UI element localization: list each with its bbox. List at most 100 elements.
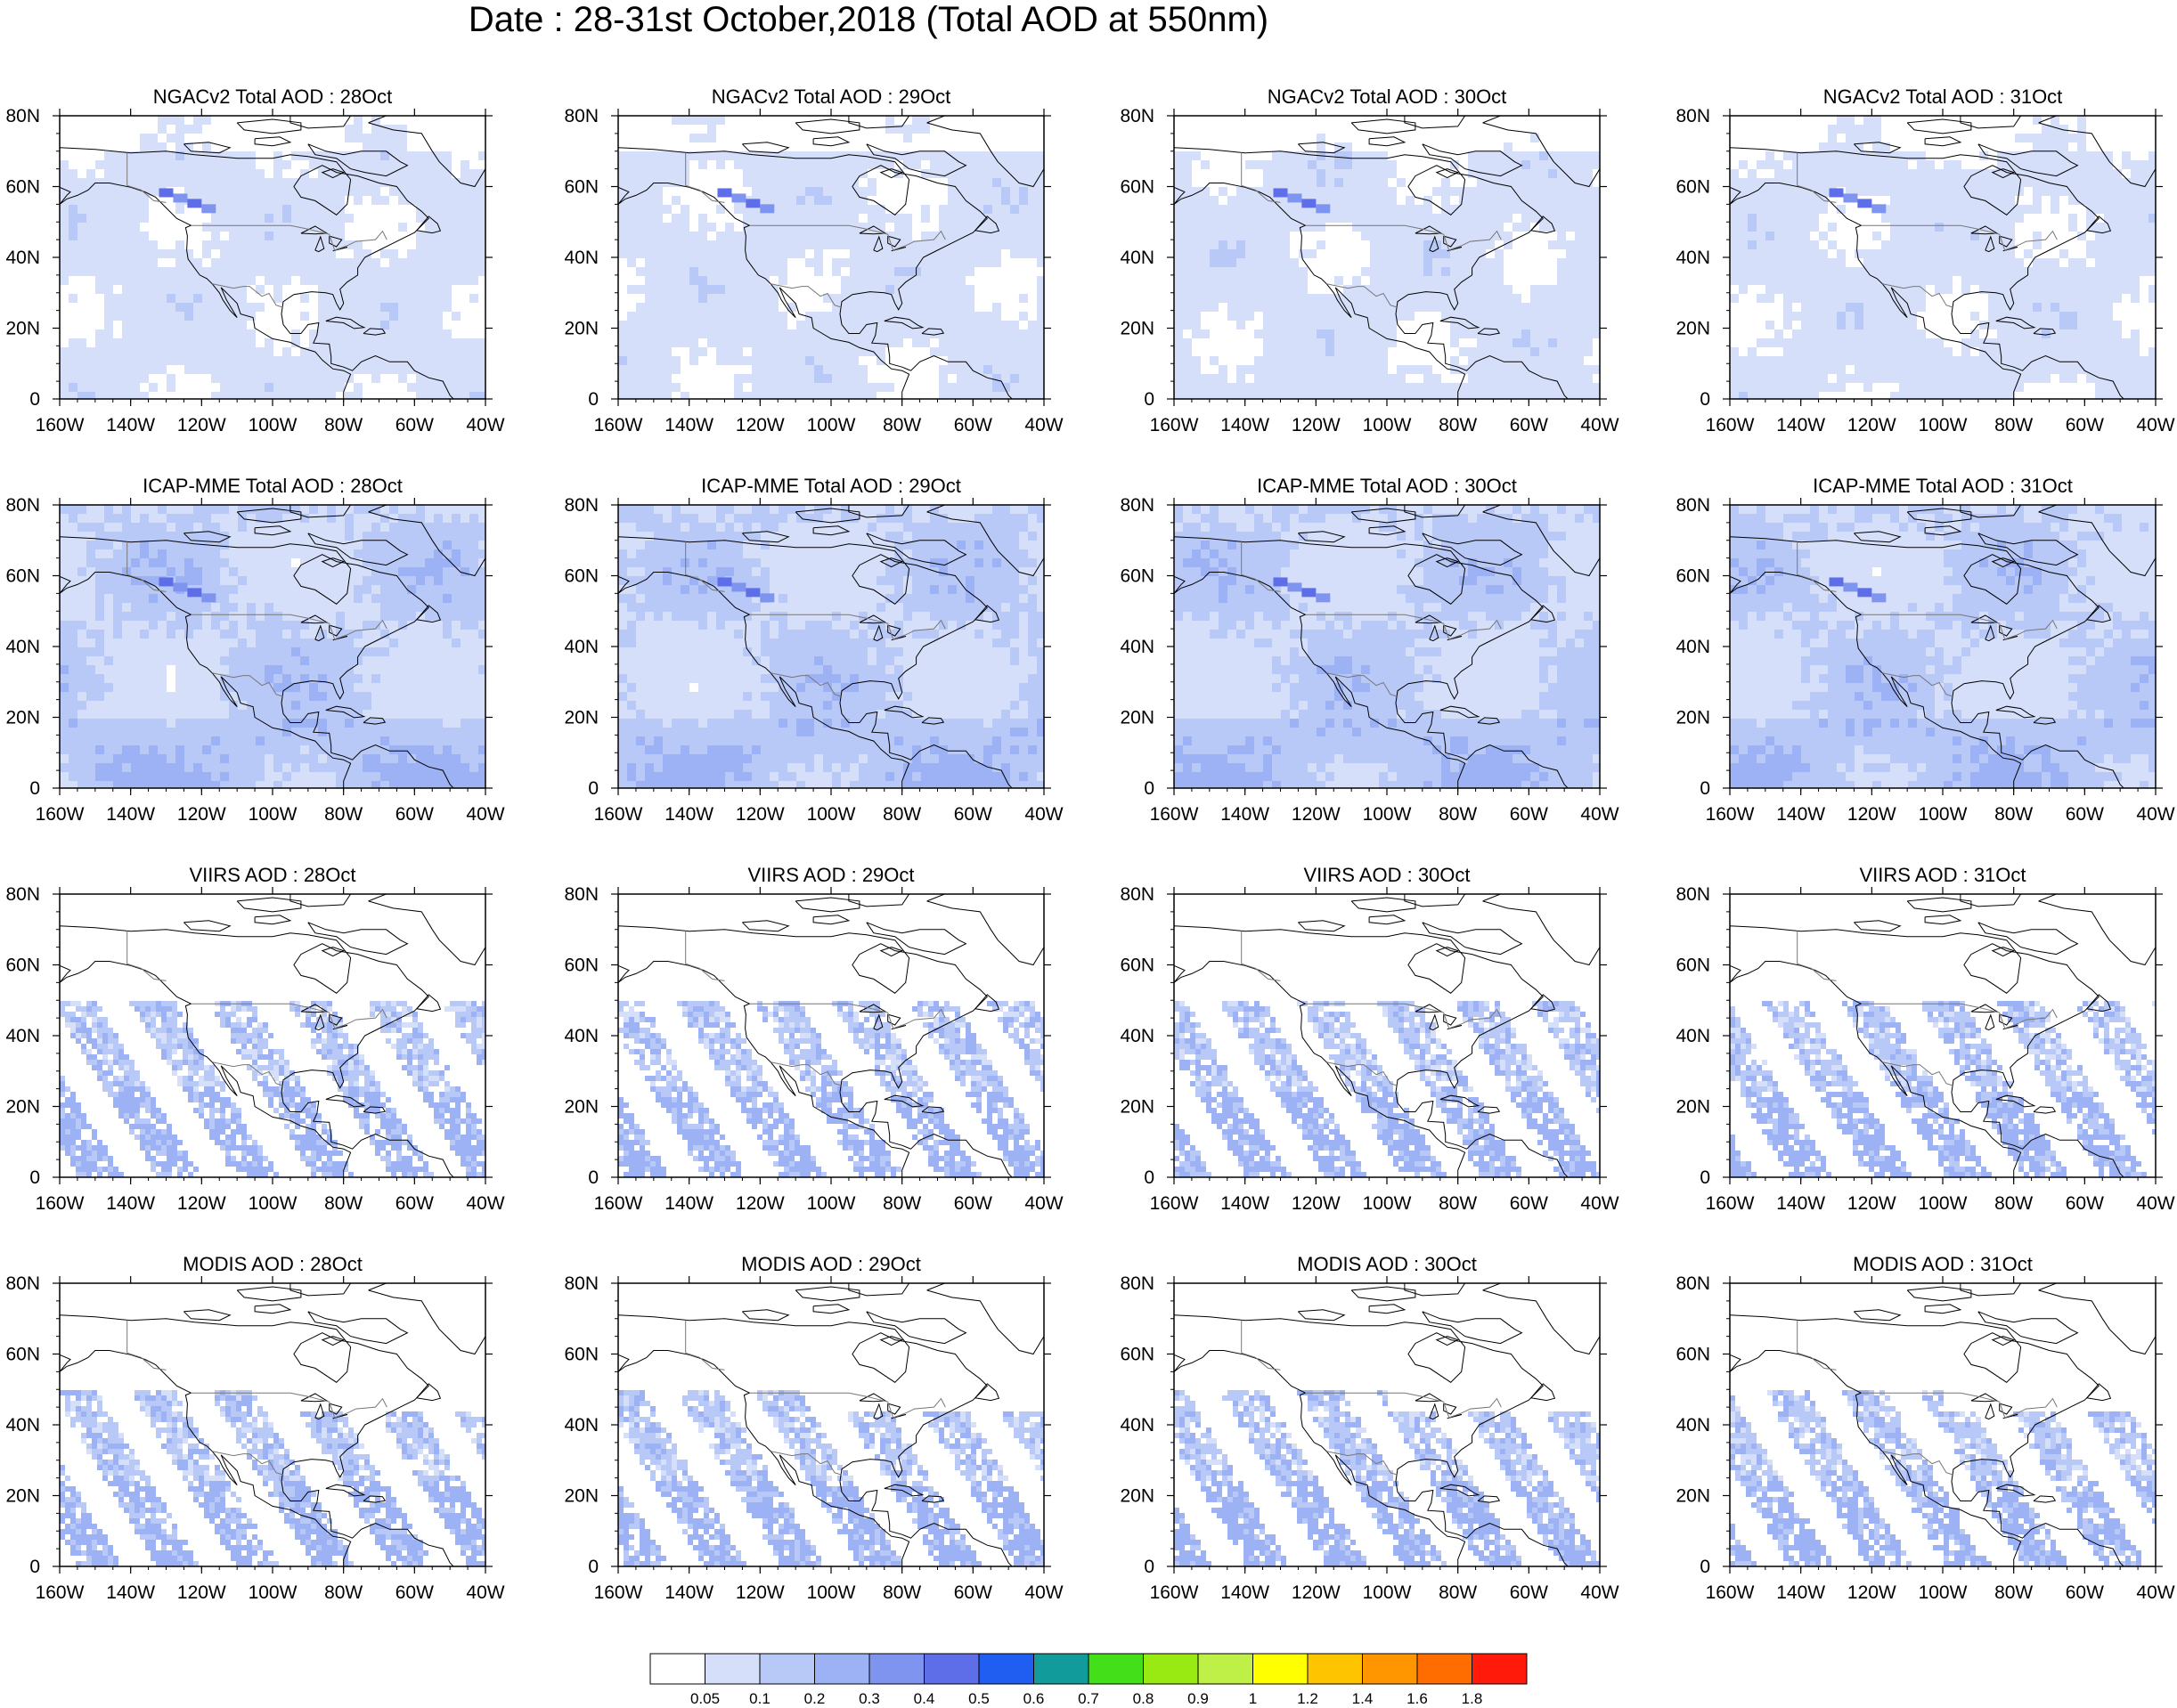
x-tick-label: 100W: [1363, 415, 1412, 435]
x-tick-label: 80W: [1439, 804, 1477, 825]
map-panel: MODIS AOD : 28Oct 160W 140W 120W 100W 80W 60W 4…: [0, 1253, 588, 1627]
map-panel: ICAP-MME Total AOD : 28Oct 160W 140W 120W 10…: [0, 475, 588, 849]
y-tick-label: 80N: [1676, 1273, 1710, 1294]
y-tick-label: 20N: [5, 1486, 40, 1507]
coastlines: [1174, 116, 1600, 399]
panel-title: ICAP-MME Total AOD : 29Oct: [600, 475, 1062, 498]
x-tick-label: 160W: [36, 1582, 85, 1603]
aod-field: [1730, 116, 2156, 399]
x-tick-label: 160W: [36, 804, 85, 825]
aod-field: [60, 505, 485, 788]
colorbar-label: 0.6: [1023, 1690, 1045, 1705]
map-panel: VIIRS AOD : 29Oct 160W 140W 120W 100W 80W 60W 4…: [559, 864, 1146, 1238]
x-tick-label: 100W: [1363, 1193, 1412, 1214]
colorbar-swatch: [1143, 1653, 1199, 1685]
y-tick-label: 60N: [564, 566, 599, 587]
x-tick-label: 80W: [324, 415, 363, 435]
y-tick-label: 80N: [564, 106, 599, 126]
y-tick-label: 40N: [1676, 1026, 1710, 1046]
y-tick-label: 20N: [1676, 708, 1710, 728]
x-tick-label: 140W: [106, 1582, 155, 1603]
x-tick-label: 160W: [594, 1193, 643, 1214]
x-tick-label: 160W: [36, 415, 85, 435]
y-tick-label: 60N: [1676, 566, 1710, 587]
y-tick-label: 0: [1144, 389, 1154, 410]
x-tick-label: 160W: [594, 1582, 643, 1603]
y-tick-label: 40N: [564, 1026, 599, 1046]
x-tick-label: 80W: [883, 804, 921, 825]
x-tick-label: 140W: [665, 1193, 713, 1214]
y-tick-label: 80N: [564, 1273, 599, 1294]
y-tick-label: 40N: [5, 637, 40, 657]
map-panel: MODIS AOD : 29Oct 160W 140W 120W 100W 80W 60W 4…: [559, 1253, 1146, 1627]
x-tick-label: 40W: [1580, 1582, 1618, 1603]
y-tick-label: 80N: [564, 884, 599, 905]
y-tick-label: 80N: [1120, 106, 1154, 126]
y-tick-label: 0: [29, 778, 40, 799]
aod-field: [618, 505, 1044, 788]
country-borders: [126, 152, 387, 308]
y-tick-label: 60N: [5, 956, 40, 976]
x-tick-label: 80W: [883, 1582, 921, 1603]
colorbar-swatch: [1088, 1653, 1144, 1685]
x-tick-label: 80W: [1994, 1193, 2033, 1214]
y-tick-label: 60N: [1120, 566, 1154, 587]
panel-title: VIIRS AOD : 31Oct: [1712, 864, 2173, 887]
colorbar-label: 0.3: [859, 1690, 880, 1705]
colorbar-swatch: [1252, 1653, 1309, 1685]
x-tick-label: 60W: [2066, 1582, 2104, 1603]
x-tick-label: 40W: [1024, 1193, 1063, 1214]
y-tick-label: 0: [1144, 1557, 1154, 1577]
x-tick-label: 100W: [807, 1193, 856, 1214]
x-tick-label: 100W: [807, 804, 856, 825]
x-tick-label: 160W: [1150, 1193, 1199, 1214]
coastlines: [1730, 505, 2156, 788]
x-tick-label: 100W: [807, 415, 856, 435]
x-tick-label: 80W: [883, 1193, 921, 1214]
colorbar-label: 1.4: [1352, 1690, 1374, 1705]
colorbar-swatch: [759, 1653, 815, 1685]
y-tick-label: 20N: [1120, 708, 1154, 728]
coastlines: [60, 505, 485, 788]
x-tick-label: 120W: [736, 1582, 785, 1603]
y-tick-label: 0: [1700, 1167, 1710, 1188]
x-tick-label: 60W: [954, 415, 992, 435]
map-plot: 160W 140W 120W 100W 80W 60W 40W 0 20N 40N 60N 80N: [564, 1273, 1063, 1603]
x-tick-label: 160W: [36, 1193, 85, 1214]
aod-field: [60, 1001, 485, 1177]
colorbar-label: 1.6: [1406, 1690, 1428, 1705]
x-tick-label: 60W: [1510, 804, 1548, 825]
colorbar-swatch: [1416, 1653, 1472, 1685]
y-tick-label: 20N: [5, 1097, 40, 1118]
country-borders: [685, 152, 946, 308]
panel-title: NGACv2 Total AOD : 28Oct: [42, 85, 503, 109]
y-tick-label: 60N: [1676, 956, 1710, 976]
country-borders: [126, 541, 387, 697]
x-tick-label: 40W: [2136, 1193, 2174, 1214]
x-tick-label: 80W: [324, 1193, 363, 1214]
panel-title: NGACv2 Total AOD : 29Oct: [600, 85, 1062, 109]
map-plot: 160W 140W 120W 100W 80W 60W 40W 0 20N 40N 60N 80N: [1120, 106, 1618, 435]
colorbar-label: 0.05: [690, 1690, 720, 1705]
y-tick-label: 20N: [564, 708, 599, 728]
y-tick-label: 0: [29, 389, 40, 410]
colorbar-label: 0.1: [749, 1690, 771, 1705]
x-tick-label: 100W: [1919, 415, 1968, 435]
x-tick-label: 60W: [395, 804, 434, 825]
map-plot: 160W 140W 120W 100W 80W 60W 40W 0 20N 40N 60N 80N: [564, 884, 1063, 1214]
x-tick-label: 120W: [177, 804, 226, 825]
panel-title: MODIS AOD : 28Oct: [42, 1253, 503, 1276]
colorbar-swatch: [1362, 1653, 1418, 1685]
figure-title: Date : 28-31st October,2018 (Total AOD a…: [0, 0, 1737, 39]
colorbar-label: 1: [1249, 1690, 1257, 1705]
x-tick-label: 60W: [2066, 804, 2104, 825]
y-tick-label: 0: [1700, 778, 1710, 799]
country-borders: [1797, 541, 2058, 697]
map-plot: 160W 140W 120W 100W 80W 60W 40W 0 20N 40N 60N 80N: [564, 495, 1063, 825]
x-tick-label: 160W: [1706, 804, 1755, 825]
coastlines: [1730, 116, 2156, 399]
x-tick-label: 100W: [1919, 1582, 1968, 1603]
coastlines: [618, 505, 1044, 788]
y-tick-label: 60N: [564, 177, 599, 198]
y-tick-label: 0: [588, 1557, 599, 1577]
